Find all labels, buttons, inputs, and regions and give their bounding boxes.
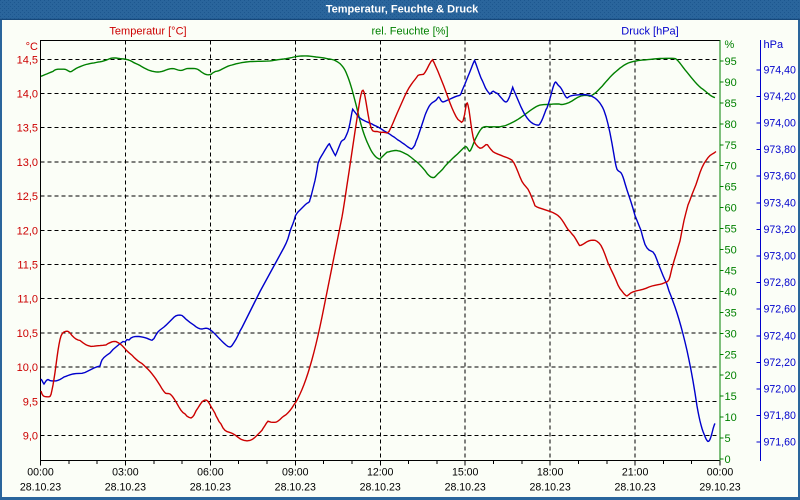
svg-text:5: 5 [725, 433, 731, 445]
svg-text:0: 0 [725, 454, 731, 466]
svg-text:972,20: 972,20 [764, 357, 797, 369]
svg-text:50: 50 [725, 245, 737, 257]
svg-text:973,40: 973,40 [764, 197, 797, 209]
svg-text:00:00: 00:00 [707, 467, 734, 479]
svg-text:70: 70 [725, 161, 737, 173]
svg-text:30: 30 [725, 328, 737, 340]
svg-text:10,5: 10,5 [17, 328, 38, 340]
svg-text:14,0: 14,0 [17, 89, 38, 101]
svg-text:972,00: 972,00 [764, 384, 797, 396]
svg-text:971,60: 971,60 [764, 437, 797, 449]
svg-text:00:00: 00:00 [27, 467, 54, 479]
svg-text:65: 65 [725, 182, 737, 194]
svg-text:35: 35 [725, 307, 737, 319]
svg-text:973,00: 973,00 [764, 251, 797, 263]
svg-text:9,0: 9,0 [23, 431, 38, 443]
svg-text:972,40: 972,40 [764, 330, 797, 342]
svg-text:972,60: 972,60 [764, 304, 797, 316]
svg-text:03:00: 03:00 [112, 467, 139, 479]
svg-text:10,0: 10,0 [17, 362, 38, 374]
svg-text:973,80: 973,80 [764, 144, 797, 156]
svg-text:12,5: 12,5 [17, 191, 38, 203]
svg-text:28.10.23: 28.10.23 [275, 482, 316, 494]
svg-text:Temperatur [°C]: Temperatur [°C] [109, 26, 186, 38]
svg-text:18:00: 18:00 [537, 467, 564, 479]
svg-text:06:00: 06:00 [197, 467, 224, 479]
svg-text:%: % [725, 39, 735, 51]
svg-text:°C: °C [26, 41, 38, 53]
svg-text:971,80: 971,80 [764, 410, 797, 422]
svg-text:9,5: 9,5 [23, 396, 38, 408]
svg-text:hPa: hPa [764, 39, 784, 51]
svg-text:28.10.23: 28.10.23 [614, 482, 655, 494]
svg-text:11,5: 11,5 [17, 260, 38, 272]
svg-text:972,80: 972,80 [764, 277, 797, 289]
svg-text:75: 75 [725, 140, 737, 152]
svg-text:28.10.23: 28.10.23 [360, 482, 401, 494]
svg-text:29.10.23: 29.10.23 [699, 482, 740, 494]
svg-text:973,60: 973,60 [764, 171, 797, 183]
svg-text:28.10.23: 28.10.23 [529, 482, 570, 494]
svg-text:80: 80 [725, 119, 737, 131]
svg-text:60: 60 [725, 203, 737, 215]
svg-text:974,00: 974,00 [764, 118, 797, 130]
svg-text:40: 40 [725, 286, 737, 298]
svg-text:55: 55 [725, 224, 737, 236]
svg-text:21:00: 21:00 [622, 467, 649, 479]
svg-text:15: 15 [725, 391, 737, 403]
svg-text:Druck [hPa]: Druck [hPa] [621, 26, 678, 38]
svg-text:15:00: 15:00 [452, 467, 479, 479]
svg-text:90: 90 [725, 77, 737, 89]
svg-text:28.10.23: 28.10.23 [445, 482, 486, 494]
svg-text:12,0: 12,0 [17, 225, 38, 237]
svg-text:12:00: 12:00 [367, 467, 394, 479]
svg-text:95: 95 [725, 56, 737, 68]
svg-text:974,40: 974,40 [764, 64, 797, 76]
svg-text:85: 85 [725, 98, 737, 110]
svg-text:10: 10 [725, 412, 737, 424]
svg-text:28.10.23: 28.10.23 [105, 482, 146, 494]
svg-text:13,5: 13,5 [17, 123, 38, 135]
svg-text:28.10.23: 28.10.23 [190, 482, 231, 494]
svg-text:28.10.23: 28.10.23 [20, 482, 61, 494]
svg-text:13,0: 13,0 [17, 157, 38, 169]
svg-text:11,0: 11,0 [17, 294, 38, 306]
svg-text:25: 25 [725, 349, 737, 361]
svg-text:973,20: 973,20 [764, 224, 797, 236]
svg-text:45: 45 [725, 266, 737, 278]
svg-text:rel. Feuchte [%]: rel. Feuchte [%] [371, 26, 448, 38]
svg-text:20: 20 [725, 370, 737, 382]
svg-text:974,20: 974,20 [764, 91, 797, 103]
svg-text:Temperatur, Feuchte & Druck: Temperatur, Feuchte & Druck [326, 4, 479, 16]
svg-text:09:00: 09:00 [282, 467, 309, 479]
svg-text:14,5: 14,5 [17, 54, 38, 66]
